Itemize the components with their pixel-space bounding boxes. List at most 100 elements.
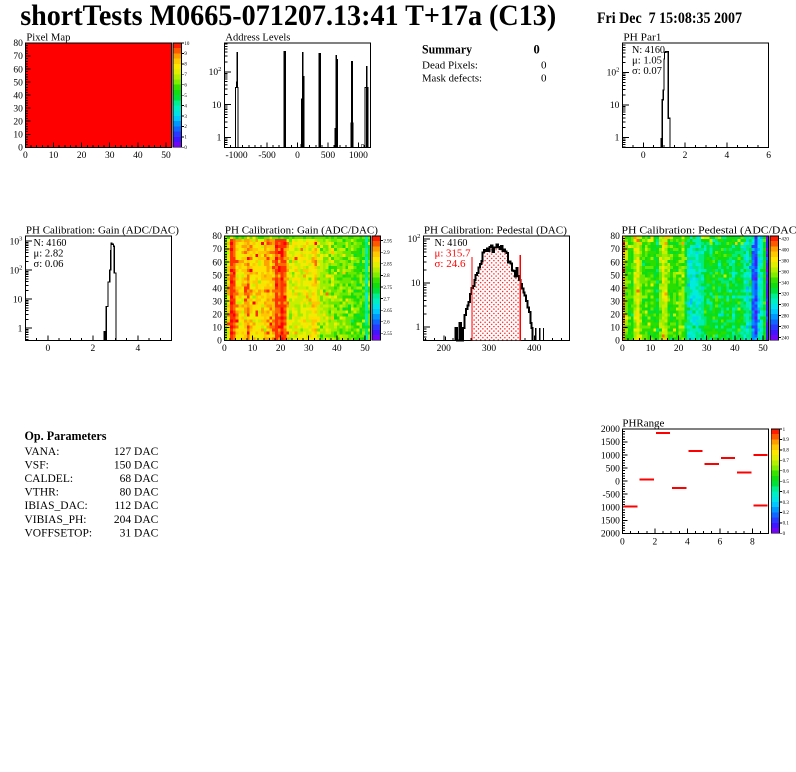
svg-text:0: 0 bbox=[534, 43, 540, 57]
svg-text:280: 280 bbox=[781, 314, 789, 319]
svg-text:6: 6 bbox=[717, 538, 722, 548]
svg-text:4: 4 bbox=[135, 344, 140, 354]
svg-text:PH Par1: PH Par1 bbox=[623, 32, 661, 44]
svg-text:VIBIAS_PH:: VIBIAS_PH: bbox=[25, 514, 87, 526]
svg-text:σ: 0.06: σ: 0.06 bbox=[34, 259, 64, 270]
svg-text:400: 400 bbox=[781, 249, 789, 254]
svg-text:0: 0 bbox=[184, 146, 187, 151]
svg-text:60: 60 bbox=[610, 258, 620, 268]
svg-text:380: 380 bbox=[781, 260, 789, 265]
svg-text:0: 0 bbox=[615, 477, 620, 487]
svg-text:30: 30 bbox=[610, 297, 620, 307]
svg-text:103: 103 bbox=[10, 235, 23, 247]
svg-text:20: 20 bbox=[212, 310, 222, 320]
svg-text:0: 0 bbox=[295, 151, 300, 161]
svg-text:300: 300 bbox=[781, 303, 789, 308]
svg-text:1: 1 bbox=[184, 136, 187, 141]
svg-text:10: 10 bbox=[610, 323, 620, 333]
svg-text:2.75: 2.75 bbox=[383, 286, 392, 291]
svg-text:50: 50 bbox=[13, 78, 23, 88]
svg-text:0: 0 bbox=[46, 344, 51, 354]
svg-text:40: 40 bbox=[13, 91, 23, 101]
svg-text:0: 0 bbox=[23, 151, 28, 161]
svg-text:VTHR:: VTHR: bbox=[25, 487, 60, 499]
svg-text:30: 30 bbox=[212, 297, 222, 307]
svg-text:0.8: 0.8 bbox=[783, 449, 790, 454]
svg-text:PH Calibration: Pedestal (ADC/: PH Calibration: Pedestal (ADC/DAC bbox=[622, 224, 796, 236]
svg-text:Op. Parameters: Op. Parameters bbox=[25, 428, 107, 443]
svg-text:CALDEL:: CALDEL: bbox=[25, 473, 74, 485]
svg-text:40: 40 bbox=[133, 151, 143, 161]
svg-text:-1000: -1000 bbox=[225, 151, 247, 161]
svg-text:2000: 2000 bbox=[601, 530, 620, 540]
svg-text:3: 3 bbox=[184, 115, 187, 120]
svg-text:31 DAC: 31 DAC bbox=[120, 527, 159, 539]
svg-text:2: 2 bbox=[184, 125, 187, 130]
svg-text:0: 0 bbox=[620, 538, 625, 548]
svg-text:4: 4 bbox=[724, 151, 729, 161]
svg-text:102: 102 bbox=[607, 67, 620, 79]
svg-text:N: 4160: N: 4160 bbox=[435, 238, 468, 249]
svg-text:80: 80 bbox=[13, 39, 23, 49]
svg-text:10: 10 bbox=[49, 151, 59, 161]
svg-text:20: 20 bbox=[610, 310, 620, 320]
svg-text:10: 10 bbox=[212, 101, 222, 111]
svg-text:μ: 315.7: μ: 315.7 bbox=[435, 248, 471, 259]
svg-text:2.8: 2.8 bbox=[383, 274, 390, 279]
svg-text:VSF:: VSF: bbox=[25, 459, 49, 471]
svg-text:6: 6 bbox=[184, 84, 187, 89]
svg-text:0.6: 0.6 bbox=[783, 470, 790, 475]
svg-text:6: 6 bbox=[766, 151, 771, 161]
svg-text:2: 2 bbox=[91, 344, 96, 354]
svg-text:0: 0 bbox=[641, 151, 646, 161]
svg-text:Fri Dec 7 15:08:35 2007: Fri Dec 7 15:08:35 2007 bbox=[597, 10, 742, 27]
svg-text:4: 4 bbox=[685, 538, 690, 548]
svg-text:Pixel Map: Pixel Map bbox=[26, 32, 70, 44]
svg-text:1: 1 bbox=[18, 324, 23, 334]
svg-text:PH Calibration: Pedestal (DAC): PH Calibration: Pedestal (DAC) bbox=[424, 224, 567, 236]
svg-text:10: 10 bbox=[13, 130, 23, 140]
svg-text:60: 60 bbox=[212, 258, 222, 268]
svg-text:N: 4160: N: 4160 bbox=[34, 238, 67, 249]
svg-text:112 DAC: 112 DAC bbox=[114, 500, 158, 512]
svg-text:40: 40 bbox=[730, 344, 740, 354]
svg-text:260: 260 bbox=[781, 325, 789, 330]
svg-text:10: 10 bbox=[13, 295, 23, 305]
svg-text:2: 2 bbox=[683, 151, 688, 161]
svg-text:0.2: 0.2 bbox=[783, 511, 790, 516]
svg-text:1: 1 bbox=[615, 134, 620, 144]
svg-text:shortTests M0665-071207.13:41: shortTests M0665-071207.13:41 T+17a (C13… bbox=[20, 0, 556, 32]
svg-text:5: 5 bbox=[184, 94, 187, 99]
svg-text:80: 80 bbox=[610, 232, 620, 242]
svg-text:1: 1 bbox=[783, 428, 786, 433]
svg-text:0.9: 0.9 bbox=[783, 438, 790, 443]
svg-text:2.7: 2.7 bbox=[383, 297, 390, 302]
svg-text:1000: 1000 bbox=[349, 151, 368, 161]
svg-text:Summary: Summary bbox=[422, 43, 473, 57]
svg-text:1: 1 bbox=[217, 134, 222, 144]
svg-text:360: 360 bbox=[781, 270, 789, 275]
svg-text:4: 4 bbox=[184, 104, 187, 109]
svg-text:0: 0 bbox=[18, 144, 23, 154]
svg-text:70: 70 bbox=[212, 245, 222, 255]
svg-text:9: 9 bbox=[184, 52, 187, 57]
svg-text:1000: 1000 bbox=[601, 451, 620, 461]
svg-text:VANA:: VANA: bbox=[25, 446, 60, 458]
svg-text:20: 20 bbox=[13, 117, 23, 127]
svg-text:10: 10 bbox=[212, 323, 222, 333]
svg-text:0.7: 0.7 bbox=[783, 459, 790, 464]
svg-text:2.9: 2.9 bbox=[383, 251, 390, 256]
svg-text:10: 10 bbox=[184, 42, 190, 47]
svg-text:60: 60 bbox=[13, 65, 23, 75]
svg-text:2.95: 2.95 bbox=[383, 239, 392, 244]
svg-text:500: 500 bbox=[321, 151, 336, 161]
svg-text:0.5: 0.5 bbox=[783, 480, 790, 485]
svg-text:20: 20 bbox=[77, 151, 87, 161]
svg-text:μ: 1.05: μ: 1.05 bbox=[632, 55, 662, 66]
svg-text:0.1: 0.1 bbox=[783, 522, 790, 527]
svg-text:80: 80 bbox=[212, 232, 222, 242]
svg-text:20: 20 bbox=[674, 344, 684, 354]
svg-text:340: 340 bbox=[781, 281, 789, 286]
svg-text:40: 40 bbox=[332, 344, 342, 354]
svg-text:σ: 0.07: σ: 0.07 bbox=[632, 66, 662, 77]
